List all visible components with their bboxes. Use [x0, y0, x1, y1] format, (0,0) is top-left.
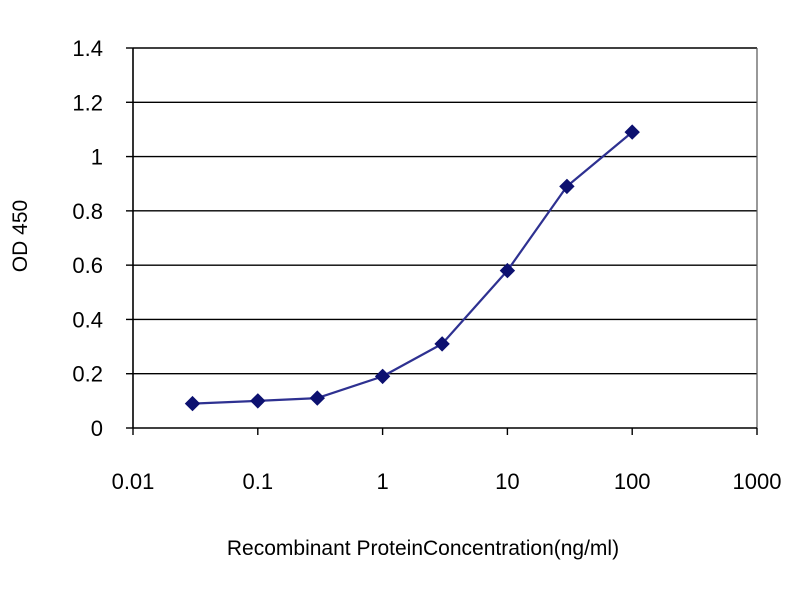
axes — [126, 47, 758, 435]
data-point-marker — [559, 178, 575, 195]
y-tick-label: 0.2 — [72, 362, 103, 387]
tick-labels: 0 0.2 0.4 0.6 0.8 1 1.2 1.4 0.01 0.1 1 10 100 1000 — [72, 36, 781, 494]
x-tick-label: 1000 — [733, 469, 782, 494]
y-axis-title: OD 450 — [9, 200, 32, 272]
x-tick-label: 100 — [614, 469, 651, 494]
gridlines — [133, 47, 758, 428]
y-tick-label: 0.8 — [72, 199, 103, 224]
x-tick-label: 0.01 — [112, 469, 155, 494]
series — [184, 124, 640, 412]
data-point-marker — [434, 336, 450, 352]
y-tick-label: 0.6 — [72, 253, 103, 278]
x-axis-title: Recombinant ProteinConcentration(ng/ml) — [227, 537, 619, 560]
data-point-marker — [624, 124, 640, 140]
y-tick-label: 1.4 — [72, 36, 103, 61]
data-point-marker — [184, 395, 201, 412]
series-line — [192, 131, 633, 405]
x-tick-label: 10 — [495, 469, 519, 494]
y-tick-label: 0.4 — [72, 307, 103, 332]
data-point-marker — [499, 262, 516, 279]
y-tick-label: 0 — [91, 416, 103, 441]
y-tick-label: 1 — [91, 145, 103, 170]
data-point-marker — [374, 368, 391, 385]
data-point-marker — [309, 390, 326, 406]
x-tick-label: 1 — [376, 469, 388, 494]
x-tick-label: 0.1 — [243, 469, 274, 494]
y-tick-label: 1.2 — [72, 90, 103, 115]
data-point-marker — [250, 393, 266, 409]
